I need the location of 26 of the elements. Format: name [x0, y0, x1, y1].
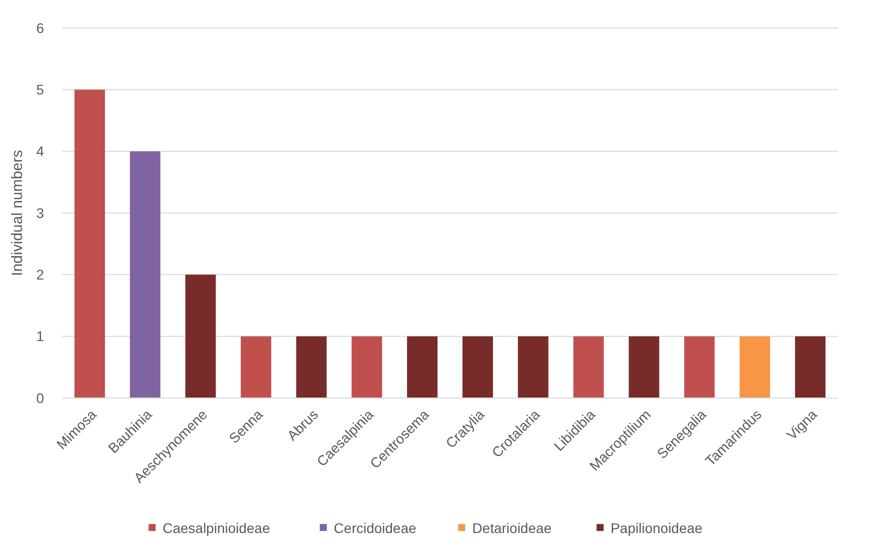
legend-label: Papilionoideae	[610, 520, 703, 536]
legend-label: Cercidoideae	[334, 520, 417, 536]
y-axis-title: Individual numbers	[9, 150, 26, 276]
bar	[462, 336, 493, 398]
bar	[795, 336, 826, 398]
bar	[573, 336, 604, 398]
bar	[628, 336, 660, 398]
y-tick-label: 1	[36, 328, 44, 344]
bar	[74, 90, 105, 398]
bar	[740, 336, 770, 398]
y-tick-label: 4	[36, 143, 44, 160]
y-tick-label: 6	[36, 20, 44, 36]
legend-label: Caesalpinioideae	[162, 520, 270, 536]
y-tick-label: 3	[36, 204, 44, 221]
bar	[296, 336, 327, 398]
y-tick-label: 5	[36, 82, 44, 98]
bar	[130, 151, 160, 398]
bar	[518, 336, 548, 398]
bar	[240, 336, 272, 398]
bar	[407, 336, 438, 398]
bar	[684, 336, 715, 398]
y-tick-label: 2	[36, 266, 44, 283]
legend-label: Detarioideae	[472, 520, 552, 536]
bar	[352, 336, 382, 398]
bar	[185, 274, 216, 398]
y-tick-label: 0	[36, 390, 44, 406]
